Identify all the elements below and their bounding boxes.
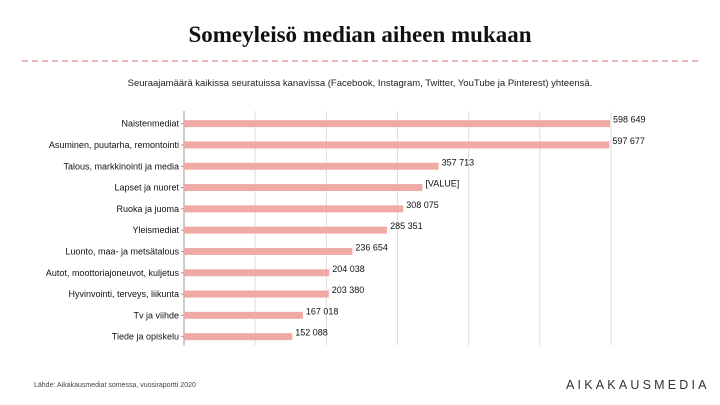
category-label: Lapset ja nuoret — [114, 183, 179, 193]
bar — [184, 141, 610, 149]
category-label: Ruoka ja juoma — [116, 204, 179, 214]
category-label: Tiede ja opiskelu — [112, 332, 179, 342]
bar-chart: Naistenmediat 598 649 Asuminen, puutarha, … — [46, 111, 646, 346]
bar — [184, 184, 423, 192]
value-label: 236 654 — [355, 242, 388, 252]
bar — [184, 226, 388, 234]
category-label: Talous, markkinointi ja media — [63, 161, 179, 171]
value-label: 152 088 — [295, 328, 328, 338]
value-label: 203 380 — [332, 285, 365, 295]
bar — [184, 333, 293, 341]
value-label: 167 018 — [306, 306, 339, 316]
value-label: 597 677 — [612, 136, 645, 146]
value-label: 357 713 — [442, 157, 475, 167]
bar — [184, 162, 439, 170]
value-label: 308 075 — [406, 200, 439, 210]
value-label: 204 038 — [332, 264, 365, 274]
title-divider — [22, 60, 698, 62]
category-label: Yleismediat — [132, 225, 179, 235]
bar — [184, 290, 329, 298]
bar — [184, 205, 404, 213]
value-label: [VALUE] — [425, 179, 459, 189]
category-label: Autot, moottoriajoneuvot, kuljetus — [46, 268, 180, 278]
value-label: 598 649 — [613, 115, 646, 125]
bar — [184, 311, 303, 319]
source-note: Lähde: Aikakausmediat somessa, vuosirapo… — [34, 382, 196, 389]
category-label: Luonto, maa- ja metsätalous — [65, 246, 179, 256]
category-label: Hyvinvointi, terveys, liikunta — [68, 289, 179, 299]
bar — [184, 120, 611, 128]
bar — [184, 269, 330, 277]
category-label: Tv ja viihde — [133, 310, 179, 320]
bar — [184, 247, 353, 255]
value-label: 285 351 — [390, 221, 423, 231]
chart-title: Someyleisö median aiheen mukaan — [188, 22, 532, 47]
chart-subtitle: Seuraajamäärä kaikissa seuratuissa kanav… — [127, 78, 593, 89]
brand-logo: AIKAKAUSMEDIA — [566, 378, 710, 392]
category-label: Asuminen, puutarha, remontointi — [49, 140, 179, 150]
category-label: Naistenmediat — [121, 119, 179, 129]
